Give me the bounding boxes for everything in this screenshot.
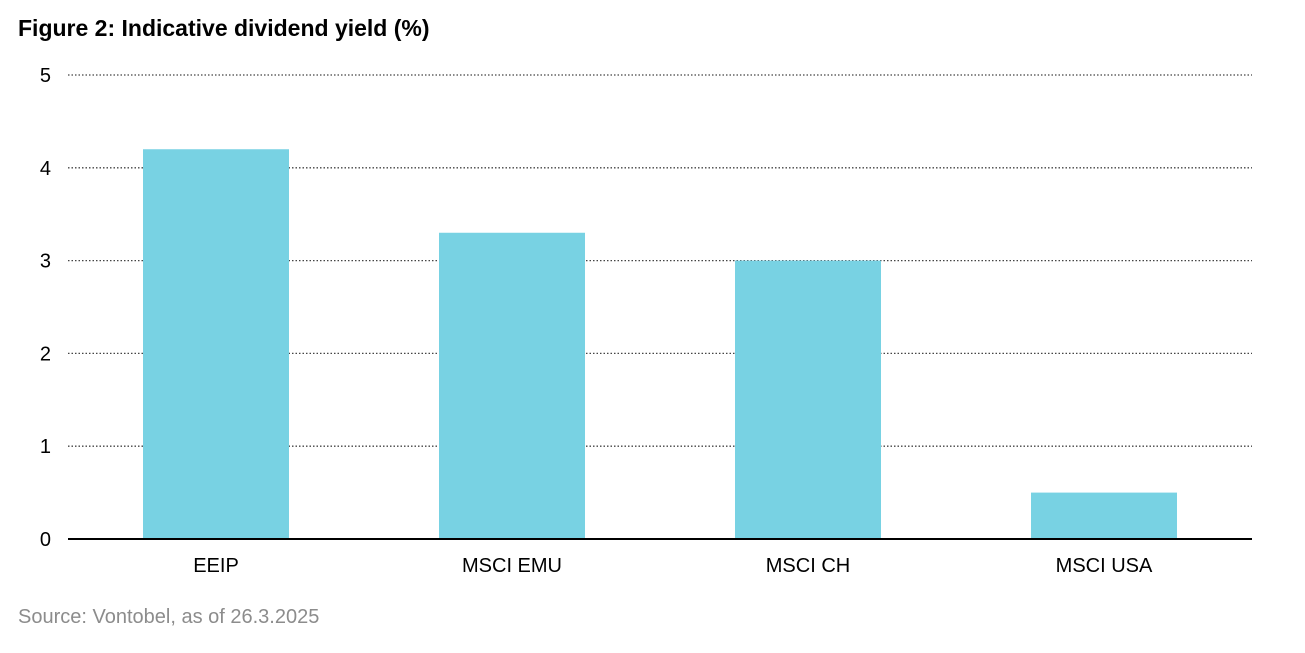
- y-tick-label: 3: [40, 251, 51, 273]
- x-tick-label: EEIP: [193, 555, 239, 577]
- y-tick-label: 5: [40, 65, 51, 87]
- bar-msci-usa: [1031, 492, 1177, 539]
- source-note: Source: Vontobel, as of 26.3.2025: [18, 606, 320, 628]
- y-tick-labels: 0 1 2 3 4 5: [40, 65, 51, 551]
- bar-msci-emu: [439, 232, 585, 539]
- x-tick-label: MSCI CH: [766, 555, 850, 577]
- y-tick-label: 4: [40, 158, 51, 180]
- x-tick-labels: EEIP MSCI EMU MSCI CH MSCI USA: [193, 555, 1153, 577]
- bar-eeip: [143, 149, 289, 540]
- x-tick-label: MSCI EMU: [462, 555, 562, 577]
- x-tick-label: MSCI USA: [1056, 555, 1153, 577]
- y-tick-label: 1: [40, 436, 51, 458]
- y-tick-label: 2: [40, 343, 51, 365]
- chart-title: Figure 2: Indicative dividend yield (%): [18, 15, 430, 41]
- bars: [143, 149, 1177, 540]
- y-tick-label: 0: [40, 529, 51, 551]
- bar-msci-ch: [735, 260, 881, 539]
